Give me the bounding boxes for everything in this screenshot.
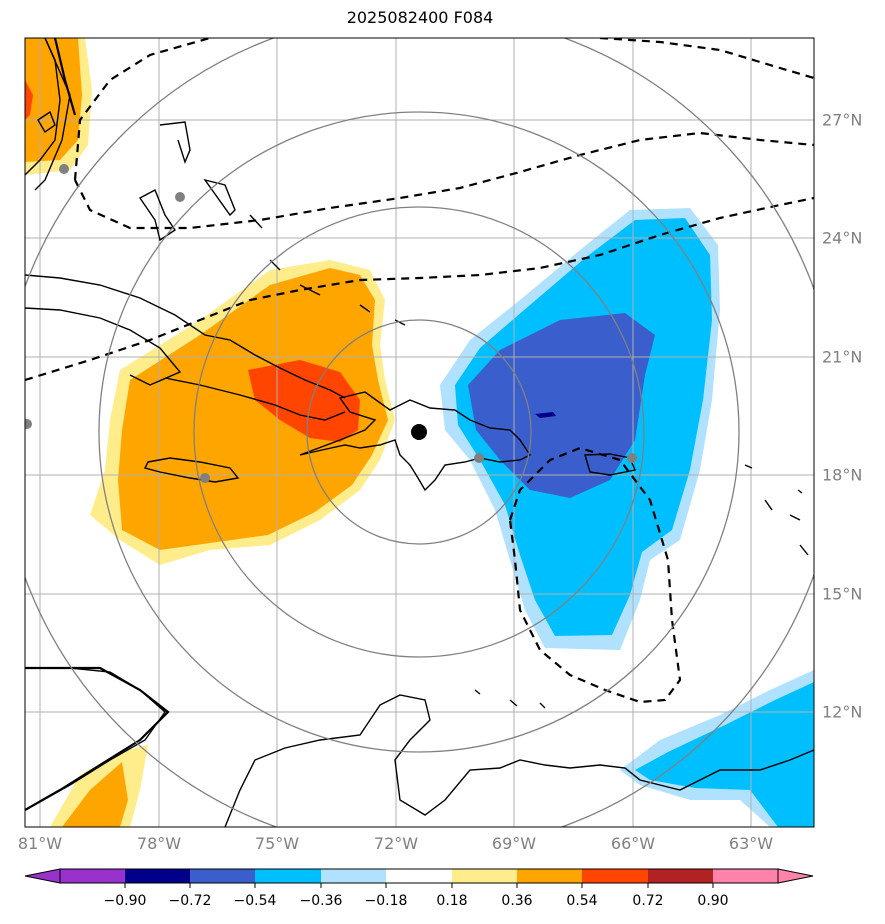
shade-0-54-west bbox=[248, 360, 360, 442]
lon-tick-label: 63°W bbox=[728, 834, 774, 853]
colorbar-tick-label: 0.90 bbox=[697, 893, 729, 909]
gridlines bbox=[25, 38, 814, 827]
colorbar bbox=[24, 868, 814, 888]
coast-puerto-rico bbox=[584, 453, 636, 476]
dashed-contour-south bbox=[508, 446, 682, 704]
colorbar-tick-label: −0.36 bbox=[299, 893, 343, 909]
coast-florida-east bbox=[34, 38, 71, 191]
colorbar-extend-left bbox=[24, 868, 61, 884]
dashed-contours bbox=[25, 38, 814, 704]
range-rings bbox=[25, 38, 814, 827]
shade-nw-corner-core bbox=[25, 80, 33, 120]
range-ring-3 bbox=[98, 111, 740, 753]
map-frame bbox=[24, 37, 815, 828]
lat-tick-label: 24°N bbox=[822, 228, 863, 248]
ring-markers bbox=[25, 164, 637, 483]
solid-contours bbox=[25, 38, 170, 811]
range-ring-1 bbox=[306, 319, 532, 545]
lon-tick-label: 72°W bbox=[373, 834, 419, 853]
dashed-contour-mid bbox=[74, 131, 814, 230]
colorbar-tick-label: 0.18 bbox=[436, 893, 468, 909]
colorbar-tick-label: 0.36 bbox=[501, 893, 533, 909]
lon-tick-label: 66°W bbox=[610, 834, 656, 853]
shade-0-36-west bbox=[118, 268, 388, 550]
shade-nw-corner-inner bbox=[25, 38, 82, 162]
colorbar-tick-label: 0.54 bbox=[566, 893, 598, 909]
solid-contour-sw bbox=[25, 666, 170, 811]
lon-tick-label: 78°W bbox=[136, 834, 182, 853]
coast-bahamas-1 bbox=[159, 121, 191, 165]
coast-bahamas-2 bbox=[138, 189, 176, 242]
map-plot-area bbox=[25, 38, 814, 827]
plot-title: 2025082400 F084 bbox=[346, 8, 494, 27]
coast-hispaniola bbox=[299, 391, 532, 492]
colorbar-tick-label: −0.72 bbox=[168, 893, 212, 909]
shade-neg-0-72-spot bbox=[535, 412, 556, 418]
lon-tick-label: 75°W bbox=[254, 834, 300, 853]
coast-cuba-south bbox=[25, 307, 346, 421]
solid-contour-nw bbox=[53, 38, 77, 116]
coast-abc-islands bbox=[474, 689, 546, 709]
shade-neg-0-54-east bbox=[468, 313, 655, 498]
coast-jamaica bbox=[143, 457, 240, 483]
colorbar-tick-label: −0.54 bbox=[233, 893, 277, 909]
positive-anomaly-shading bbox=[25, 38, 395, 827]
shade-neg-se-corner bbox=[635, 682, 814, 827]
range-ring-2 bbox=[193, 206, 645, 658]
lon-tick-label: 69°W bbox=[491, 834, 537, 853]
coast-cuba-north bbox=[25, 274, 346, 399]
lat-tick-label: 21°N bbox=[822, 347, 863, 367]
colorbar-extend-right bbox=[777, 868, 814, 884]
colorbar-tick-label: −0.18 bbox=[364, 893, 408, 909]
dashed-contour-north bbox=[25, 196, 814, 382]
lat-tick-label: 27°N bbox=[822, 110, 863, 130]
coast-south-america bbox=[224, 694, 814, 827]
storm-center-dot bbox=[411, 424, 427, 440]
colorbar-tick-label: 0.72 bbox=[632, 893, 664, 909]
lat-tick-label: 18°N bbox=[822, 465, 863, 485]
lat-tick-label: 12°N bbox=[822, 702, 863, 722]
coast-islands-nw bbox=[37, 110, 56, 134]
lat-tick-label: 15°N bbox=[822, 584, 863, 604]
shade-sw-corner-inner bbox=[62, 762, 128, 827]
lon-tick-label: 81°W bbox=[17, 834, 63, 853]
colorbar-tick-label: −0.90 bbox=[103, 893, 147, 909]
coast-lesser-antilles bbox=[744, 464, 809, 556]
